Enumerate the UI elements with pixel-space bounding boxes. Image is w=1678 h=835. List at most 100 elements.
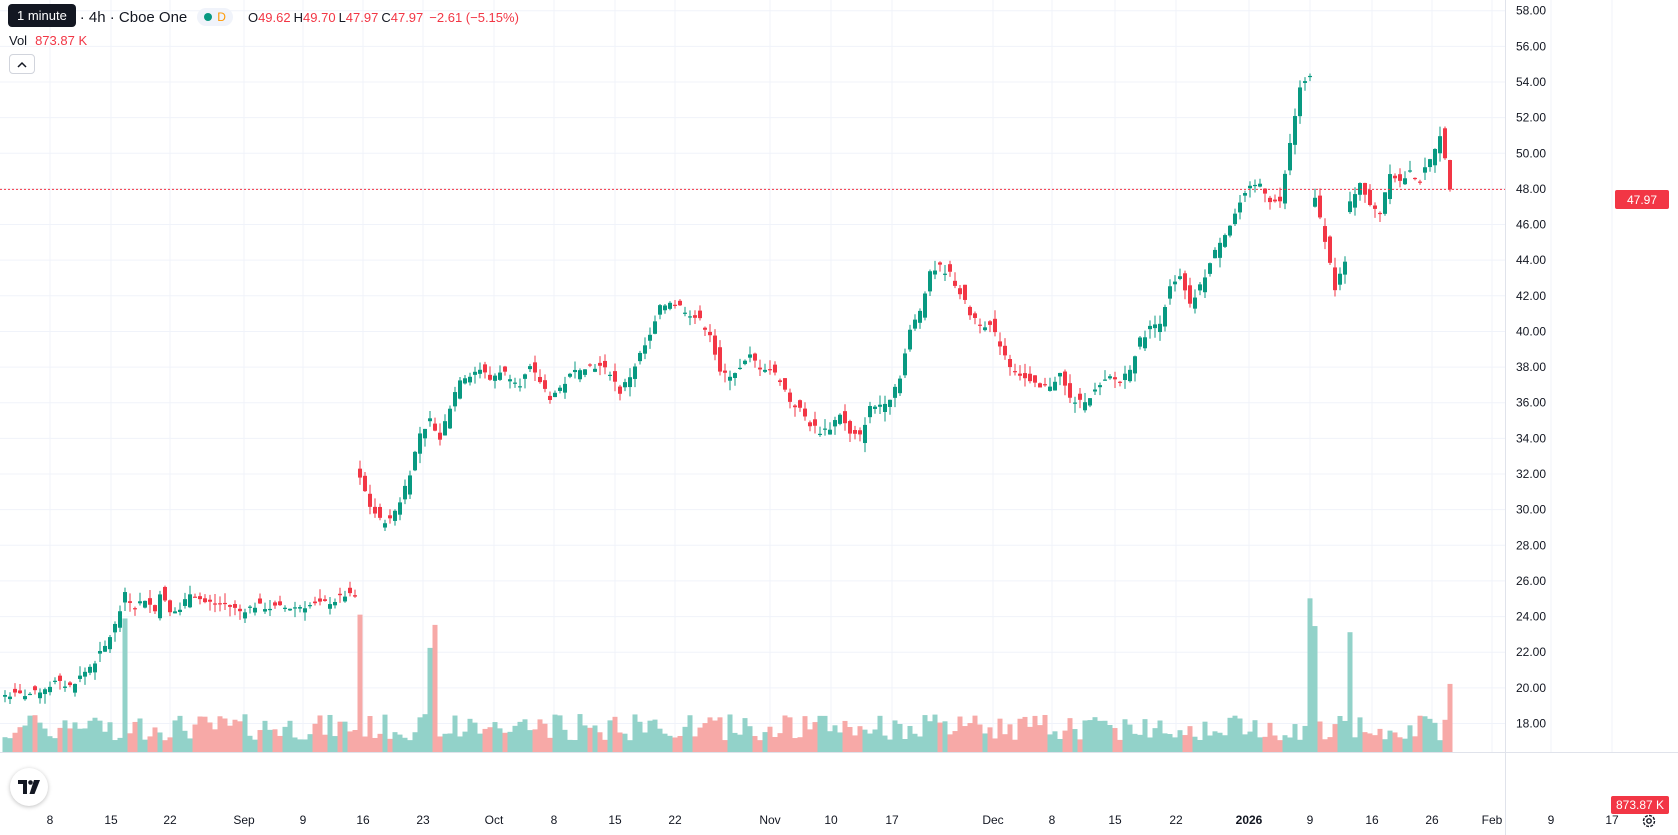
candle-body (953, 280, 957, 286)
volume-bar (377, 733, 383, 752)
volume-bar (1387, 730, 1393, 752)
candle-body (973, 313, 977, 318)
candle-body (1233, 213, 1237, 225)
candle-body (23, 696, 27, 700)
candle-body (1108, 376, 1112, 379)
volume-bar (1142, 719, 1148, 752)
volume-bar (152, 727, 158, 752)
volume-bar (892, 720, 898, 752)
volume-bar (147, 736, 153, 752)
volume-bar (1272, 735, 1278, 752)
candle-body (1163, 307, 1167, 327)
time-tick-label: Sep (233, 813, 255, 827)
volume-bar (1122, 719, 1128, 752)
time-tick-label: 9 (1548, 813, 1555, 827)
volume-bar (17, 727, 23, 752)
candle-body (1008, 359, 1012, 368)
volume-bar (97, 720, 103, 752)
candle-body (303, 608, 307, 613)
candle-body (938, 262, 942, 265)
volume-bar (637, 721, 643, 752)
candle-body (343, 596, 347, 602)
settings-gear-icon[interactable] (1640, 812, 1658, 830)
volume-bar (1117, 739, 1123, 752)
candle-body (873, 406, 877, 409)
candle-body (358, 468, 362, 478)
candle-body (1328, 236, 1332, 263)
candle-body (1408, 170, 1412, 172)
candle-body (623, 382, 627, 388)
volume-bar (322, 734, 328, 752)
candle-body (218, 603, 222, 605)
candle-body (948, 264, 952, 272)
volume-bar (477, 733, 483, 752)
candle-body (93, 663, 97, 673)
volume-bar (787, 717, 793, 752)
candle-body (828, 429, 832, 435)
market-open-dot-icon (204, 13, 213, 21)
price-tick-label: 30.00 (1516, 503, 1546, 517)
market-status-pill[interactable]: D (197, 8, 233, 26)
candle-body (338, 593, 342, 596)
candle-body (493, 375, 497, 381)
volume-bar (302, 739, 308, 752)
candle-body (628, 377, 632, 388)
volume-bar (457, 736, 463, 752)
candle-body (73, 683, 77, 693)
candle-body (573, 369, 577, 373)
time-tick-label: 22 (163, 813, 177, 827)
price-tick-label: 48.00 (1516, 182, 1546, 196)
collapse-legend-button[interactable] (9, 54, 35, 74)
volume-bar (1162, 733, 1168, 752)
candle-body (1303, 81, 1307, 83)
candle-body (198, 596, 202, 600)
candle-body (1373, 205, 1377, 209)
candle-body (743, 360, 747, 365)
volume-bar (872, 729, 878, 752)
volume-bar (927, 721, 933, 752)
volume-bar (1427, 718, 1433, 752)
candle-body (723, 370, 727, 373)
candle-body (103, 645, 107, 652)
candle-body (463, 378, 467, 384)
candle-body (1248, 185, 1252, 189)
candle-body (88, 666, 92, 673)
volume-bar (627, 740, 633, 752)
volume-bar (917, 736, 923, 752)
candle-body (993, 318, 997, 333)
volume-bar (587, 727, 593, 752)
candle-body (488, 374, 492, 380)
volume-bar (1112, 728, 1118, 752)
volume-bar (107, 722, 113, 752)
candle-body (998, 341, 1002, 347)
candle-body (1138, 337, 1142, 347)
candle-body (448, 408, 452, 429)
candle-body (1428, 159, 1432, 168)
volume-bar (572, 740, 578, 752)
volume-bar (262, 720, 268, 752)
candle-body (1213, 249, 1217, 259)
volume-bar (1197, 739, 1203, 752)
volume-bar (1307, 598, 1313, 752)
volume-bar (967, 723, 973, 752)
tradingview-logo-icon[interactable] (10, 768, 48, 806)
volume-bar (252, 739, 258, 752)
candle-body (278, 601, 282, 606)
volume-bar (487, 727, 493, 752)
volume-bar (1332, 724, 1338, 752)
time-tick-label: Nov (759, 813, 780, 827)
volume-bar (1417, 715, 1423, 752)
candle-body (128, 601, 132, 603)
candle-body (458, 380, 462, 399)
volume-bar (1092, 717, 1098, 752)
volume-bar (547, 737, 553, 752)
volume-label[interactable]: Vol (9, 33, 28, 48)
candle-body (18, 690, 22, 694)
volume-bar (757, 740, 763, 752)
volume-bar (1087, 720, 1093, 752)
time-tick-label: 17 (885, 813, 899, 827)
candle-body (253, 607, 257, 613)
candle-body (1168, 286, 1172, 299)
volume-bar (1447, 683, 1453, 752)
